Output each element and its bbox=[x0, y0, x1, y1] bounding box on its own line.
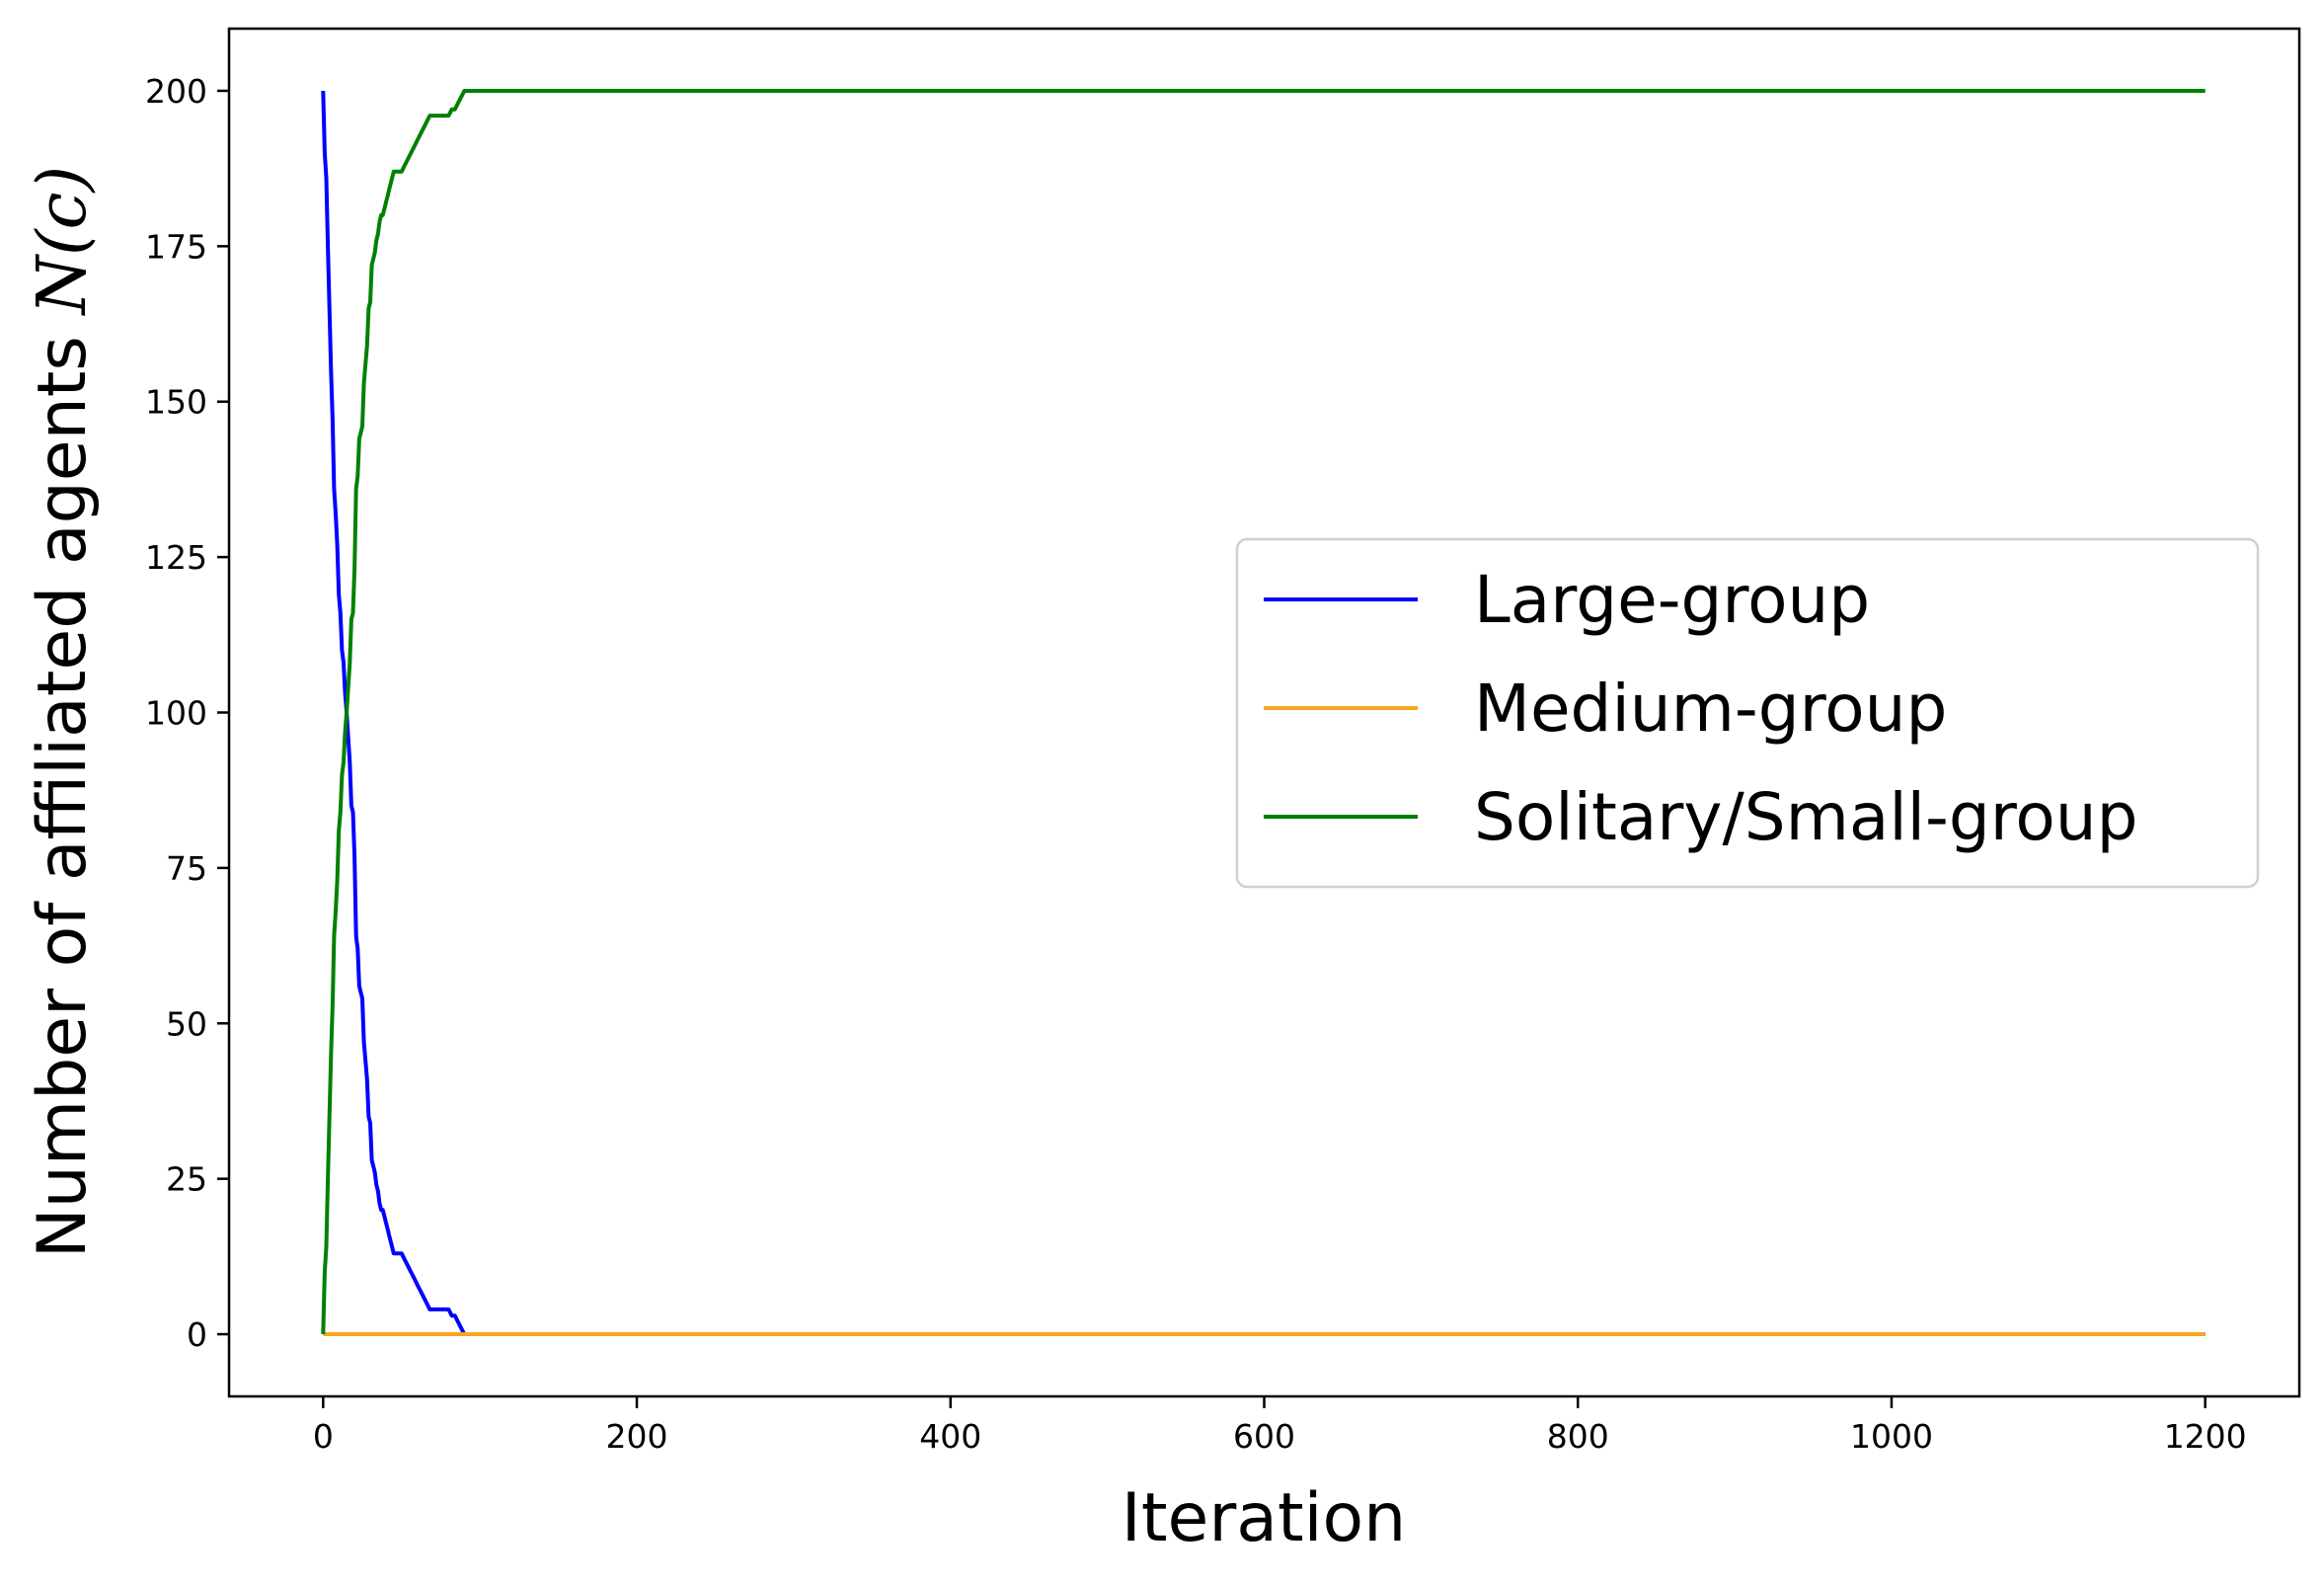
y-tick-label: 75 bbox=[166, 849, 207, 888]
y-tick-label: 50 bbox=[166, 1004, 207, 1043]
x-tick-label: 1200 bbox=[2164, 1417, 2247, 1456]
y-axis-title-math: N(c) bbox=[24, 166, 102, 317]
series-lines bbox=[321, 89, 2206, 1336]
legend: Large-group Medium-group Solitary/Small-… bbox=[1235, 537, 2260, 889]
legend-label-large-group: Large-group bbox=[1474, 562, 1870, 638]
legend-box bbox=[1235, 537, 2260, 889]
legend-label-solitary-small-group: Solitary/Small-group bbox=[1474, 779, 2138, 855]
series-line-solitary-small-group bbox=[321, 89, 2206, 1335]
x-tick-label: 0 bbox=[313, 1417, 334, 1456]
series-line-large-group bbox=[321, 90, 2206, 1336]
x-tick-label: 600 bbox=[1233, 1417, 1295, 1456]
y-axis-title: Number of affiliated agents N(c) bbox=[24, 166, 102, 1258]
y-axis-title-text: Number of affiliated agents bbox=[24, 315, 102, 1259]
legend-label-medium-group: Medium-group bbox=[1474, 671, 1947, 747]
y-axis: 0 25 50 75 100 125 150 175 200 bbox=[145, 72, 229, 1354]
x-axis: 0 200 400 600 800 1000 1200 bbox=[313, 1396, 2247, 1456]
x-axis-title: Iteration bbox=[1122, 1479, 1406, 1557]
y-tick-label: 200 bbox=[145, 72, 207, 111]
x-tick-label: 800 bbox=[1547, 1417, 1609, 1456]
y-tick-label: 25 bbox=[166, 1160, 207, 1199]
y-tick-label: 125 bbox=[145, 538, 207, 577]
y-tick-label: 175 bbox=[145, 227, 207, 266]
y-tick-label: 0 bbox=[187, 1315, 207, 1354]
y-tick-label: 150 bbox=[145, 383, 207, 422]
y-tick-label: 100 bbox=[145, 694, 207, 733]
x-tick-label: 200 bbox=[606, 1417, 668, 1456]
x-tick-label: 400 bbox=[919, 1417, 981, 1456]
x-tick-label: 1000 bbox=[1850, 1417, 1933, 1456]
